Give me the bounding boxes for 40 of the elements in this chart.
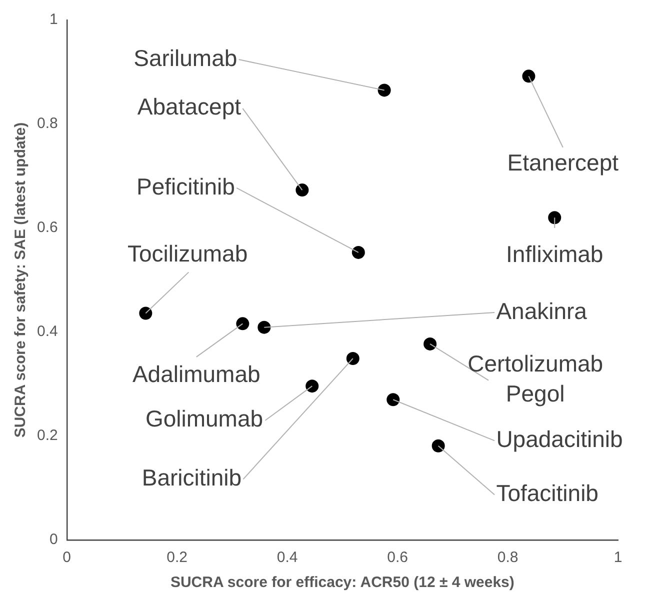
annotation: Abatacept	[137, 94, 242, 120]
point	[258, 320, 271, 334]
annotation: Anakinra	[496, 298, 588, 324]
point	[424, 337, 437, 350]
point	[548, 211, 562, 224]
annotation: Golimumab	[145, 406, 264, 432]
annotation: Tocilizumab	[127, 240, 248, 266]
point	[346, 352, 360, 366]
point	[386, 393, 400, 406]
y-tick-label: 0.8	[36, 115, 58, 132]
x-tick-label: 1	[614, 549, 622, 566]
point	[522, 70, 536, 83]
point	[352, 246, 365, 259]
annotation: Infliximab	[506, 240, 604, 267]
point	[378, 84, 391, 97]
x-tick-label: 0.6	[387, 549, 408, 566]
annotation: Tofacitinib	[496, 480, 598, 506]
point	[139, 306, 152, 320]
y-tick-label: 0.4	[36, 323, 58, 340]
point	[296, 184, 309, 197]
y-tick-label: 1	[50, 11, 58, 28]
y-axis-title: SUCRA score for safety: SAE (latest update)	[12, 122, 30, 438]
annotation: Certolizumab Pegol	[468, 350, 604, 407]
annotation: Etanercept	[507, 149, 620, 176]
x-tick-label: 0	[62, 549, 72, 566]
x-tick-label: 0.8	[497, 549, 518, 566]
x-axis-title: SUCRA score for efficacy: ACR50 (12 ± 4 weeks)	[170, 574, 514, 592]
annotation: Baricitinib	[142, 464, 242, 491]
annotation: Sarilumab	[134, 44, 238, 71]
y-tick-label: 0	[50, 531, 58, 548]
x-tick-label: 0.2	[166, 549, 188, 566]
annotation: Adalimumab	[132, 361, 260, 388]
point	[306, 380, 319, 393]
y-tick-label: 0.2	[36, 427, 58, 444]
annotation: Peficitinib	[136, 173, 235, 200]
y-tick-label: 0.6	[36, 219, 58, 236]
x-tick-label: 0.4	[276, 549, 298, 566]
point	[432, 439, 445, 452]
annotation: Upadacitinib	[496, 426, 623, 452]
point	[236, 317, 250, 330]
